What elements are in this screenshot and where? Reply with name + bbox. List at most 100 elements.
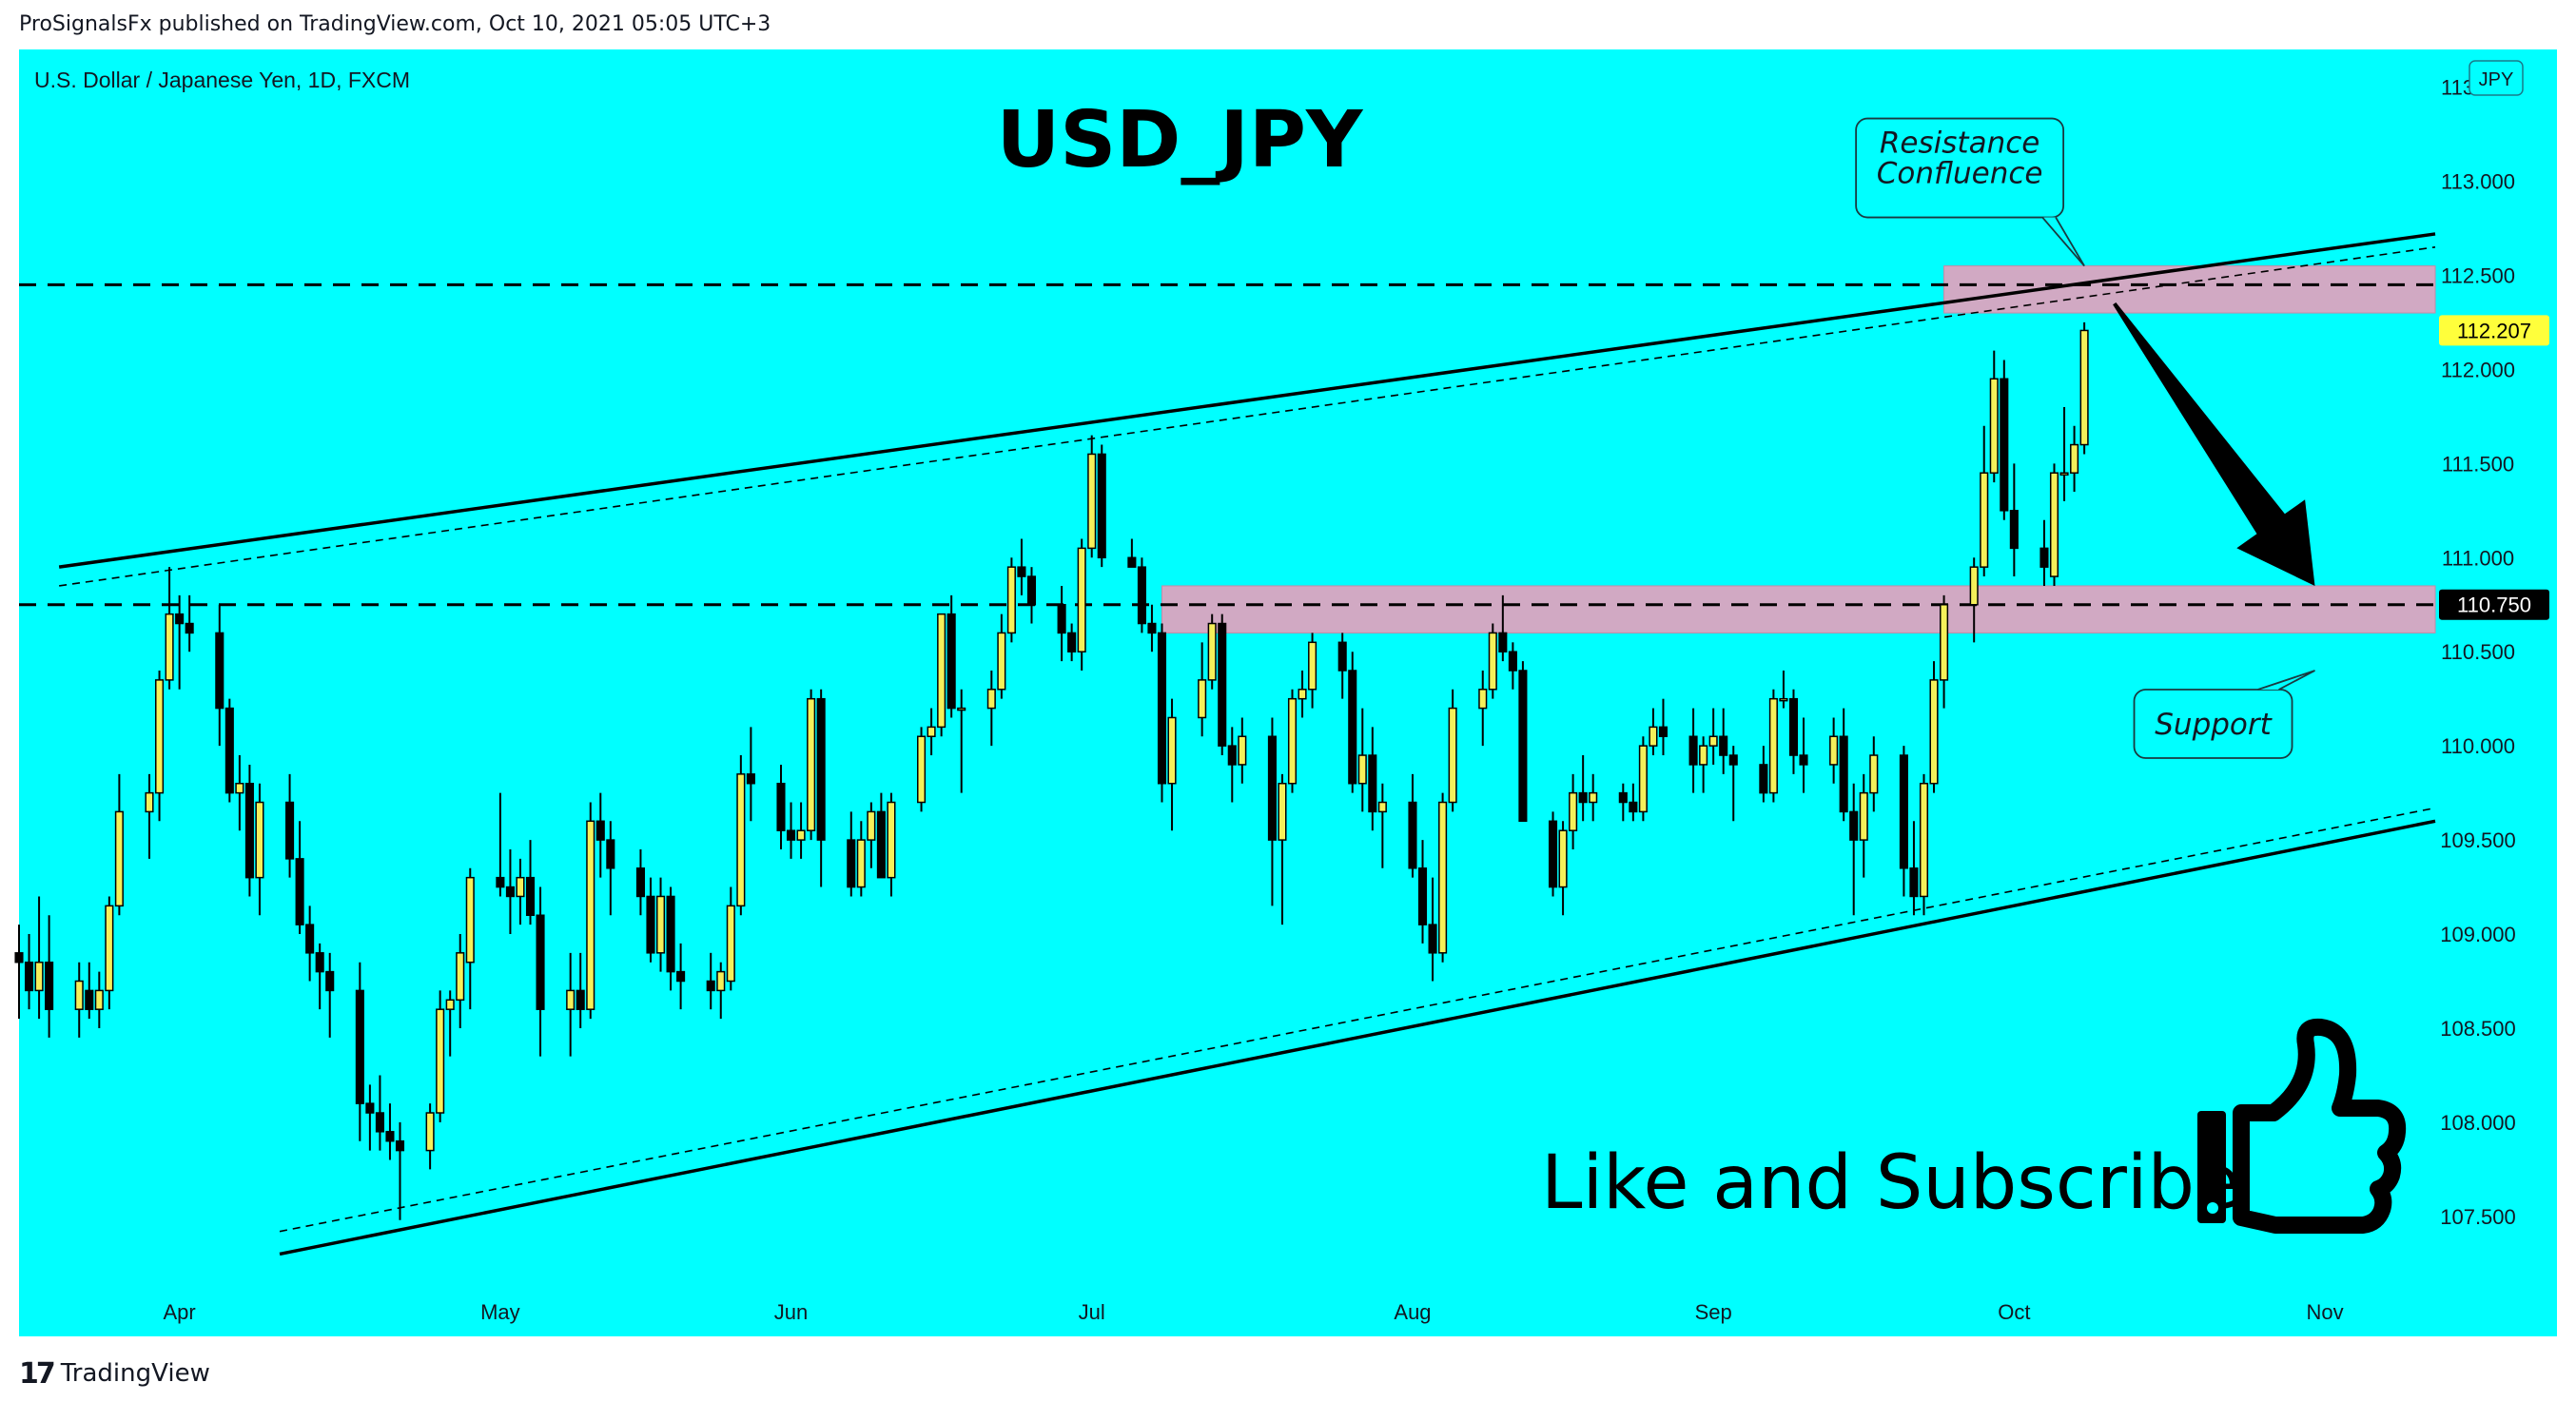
candle-body[interactable]: [1238, 735, 1247, 766]
candle-body[interactable]: [1728, 754, 1738, 766]
channel-line-1[interactable]: [59, 245, 2436, 587]
candle-body[interactable]: [24, 961, 34, 992]
candle-body[interactable]: [1438, 801, 1448, 954]
candle-body[interactable]: [295, 858, 304, 925]
channel-line-3[interactable]: [279, 807, 2436, 1233]
channel-line-2[interactable]: [279, 819, 2436, 1256]
candle-body[interactable]: [586, 820, 595, 1010]
candle-body[interactable]: [1357, 754, 1367, 785]
candle-body[interactable]: [1057, 603, 1066, 634]
candle-body[interactable]: [937, 613, 946, 729]
candle-body[interactable]: [94, 989, 104, 1010]
candle-body[interactable]: [1969, 566, 1979, 606]
candle-body[interactable]: [1989, 378, 1999, 474]
candle-body[interactable]: [165, 613, 174, 681]
candle-body[interactable]: [1067, 632, 1077, 652]
candle-body[interactable]: [1929, 679, 1939, 785]
candle-body[interactable]: [1498, 632, 1508, 652]
candle-body[interactable]: [516, 876, 525, 898]
candle-body[interactable]: [525, 876, 536, 916]
candle-body[interactable]: [465, 876, 475, 964]
candle-body[interactable]: [1026, 575, 1037, 606]
candle-body[interactable]: [786, 829, 796, 841]
candle-body[interactable]: [155, 679, 165, 794]
candle-body[interactable]: [1488, 632, 1497, 691]
candle-body[interactable]: [114, 810, 124, 907]
candle-body[interactable]: [706, 980, 715, 992]
candle-body[interactable]: [395, 1139, 405, 1152]
candle-body[interactable]: [1829, 735, 1839, 766]
candle-body[interactable]: [1518, 670, 1528, 823]
candle-body[interactable]: [14, 952, 24, 964]
candle-body[interactable]: [746, 773, 755, 785]
candle-body[interactable]: [34, 961, 44, 992]
candle-body[interactable]: [1408, 801, 1417, 869]
candle-body[interactable]: [1287, 697, 1298, 785]
candle-body[interactable]: [1368, 754, 1377, 813]
candle-body[interactable]: [385, 1131, 395, 1142]
level-price-tag[interactable]: [2439, 589, 2549, 620]
candle-body[interactable]: [1278, 782, 1287, 841]
currency-badge[interactable]: JPY: [2469, 60, 2524, 96]
candle-body[interactable]: [1087, 453, 1097, 550]
candle-body[interactable]: [1137, 566, 1146, 625]
candle-body[interactable]: [867, 810, 876, 841]
candle-body[interactable]: [1017, 566, 1026, 577]
candle-body[interactable]: [255, 801, 264, 879]
candle-body[interactable]: [1147, 622, 1157, 634]
last-price-tag[interactable]: [2439, 315, 2549, 346]
candle-body[interactable]: [305, 924, 315, 954]
candle-body[interactable]: [505, 886, 515, 898]
candle-body[interactable]: [285, 801, 295, 860]
candle-body[interactable]: [1157, 632, 1167, 785]
candle-body[interactable]: [1919, 782, 1929, 898]
candle-body[interactable]: [436, 1008, 445, 1114]
candle-body[interactable]: [887, 801, 896, 879]
candle-body[interactable]: [876, 810, 886, 879]
candle-body[interactable]: [1849, 810, 1859, 841]
candle-body[interactable]: [1478, 689, 1488, 710]
candle-body[interactable]: [655, 895, 666, 954]
candle-body[interactable]: [726, 905, 735, 983]
candle-body[interactable]: [595, 820, 605, 841]
candle-body[interactable]: [1127, 556, 1137, 568]
candle-body[interactable]: [816, 697, 826, 841]
candle-body[interactable]: [425, 1112, 435, 1152]
candle-body[interactable]: [1909, 867, 1919, 898]
candle-body[interactable]: [576, 989, 585, 1010]
candle-body[interactable]: [2059, 472, 2069, 476]
candle-body[interactable]: [355, 989, 364, 1104]
candle-body[interactable]: [1417, 867, 1428, 925]
candle-body[interactable]: [445, 999, 455, 1010]
candle-body[interactable]: [1980, 472, 1989, 568]
candle-body[interactable]: [1508, 651, 1517, 672]
candle-body[interactable]: [856, 839, 866, 888]
candle-body[interactable]: [1759, 764, 1768, 794]
candle-body[interactable]: [1589, 791, 1598, 804]
candle-body[interactable]: [1428, 924, 1437, 954]
candle-body[interactable]: [1218, 622, 1227, 747]
candle-body[interactable]: [1699, 745, 1708, 766]
candle-body[interactable]: [957, 707, 966, 711]
candle-body[interactable]: [1227, 745, 1237, 766]
candle-body[interactable]: [716, 970, 726, 992]
candle-body[interactable]: [946, 613, 956, 710]
candle-body[interactable]: [1618, 791, 1628, 804]
candle-body[interactable]: [215, 632, 224, 710]
footer-brand[interactable]: 17 TradingView: [19, 1354, 210, 1392]
candle-body[interactable]: [496, 876, 505, 888]
candle-body[interactable]: [1198, 679, 1207, 719]
candle-body[interactable]: [244, 782, 254, 879]
candle-body[interactable]: [536, 914, 545, 1010]
candle-body[interactable]: [676, 970, 686, 983]
candle-body[interactable]: [1097, 453, 1106, 559]
candle-body[interactable]: [1779, 697, 1788, 702]
down-arrow-0[interactable]: [2113, 302, 2315, 586]
channel-line-0[interactable]: [58, 232, 2436, 569]
candle-body[interactable]: [1548, 820, 1558, 888]
candle-body[interactable]: [1629, 801, 1638, 813]
candle-body[interactable]: [185, 622, 194, 634]
candle-body[interactable]: [1308, 641, 1317, 691]
candle-body[interactable]: [2049, 472, 2059, 577]
